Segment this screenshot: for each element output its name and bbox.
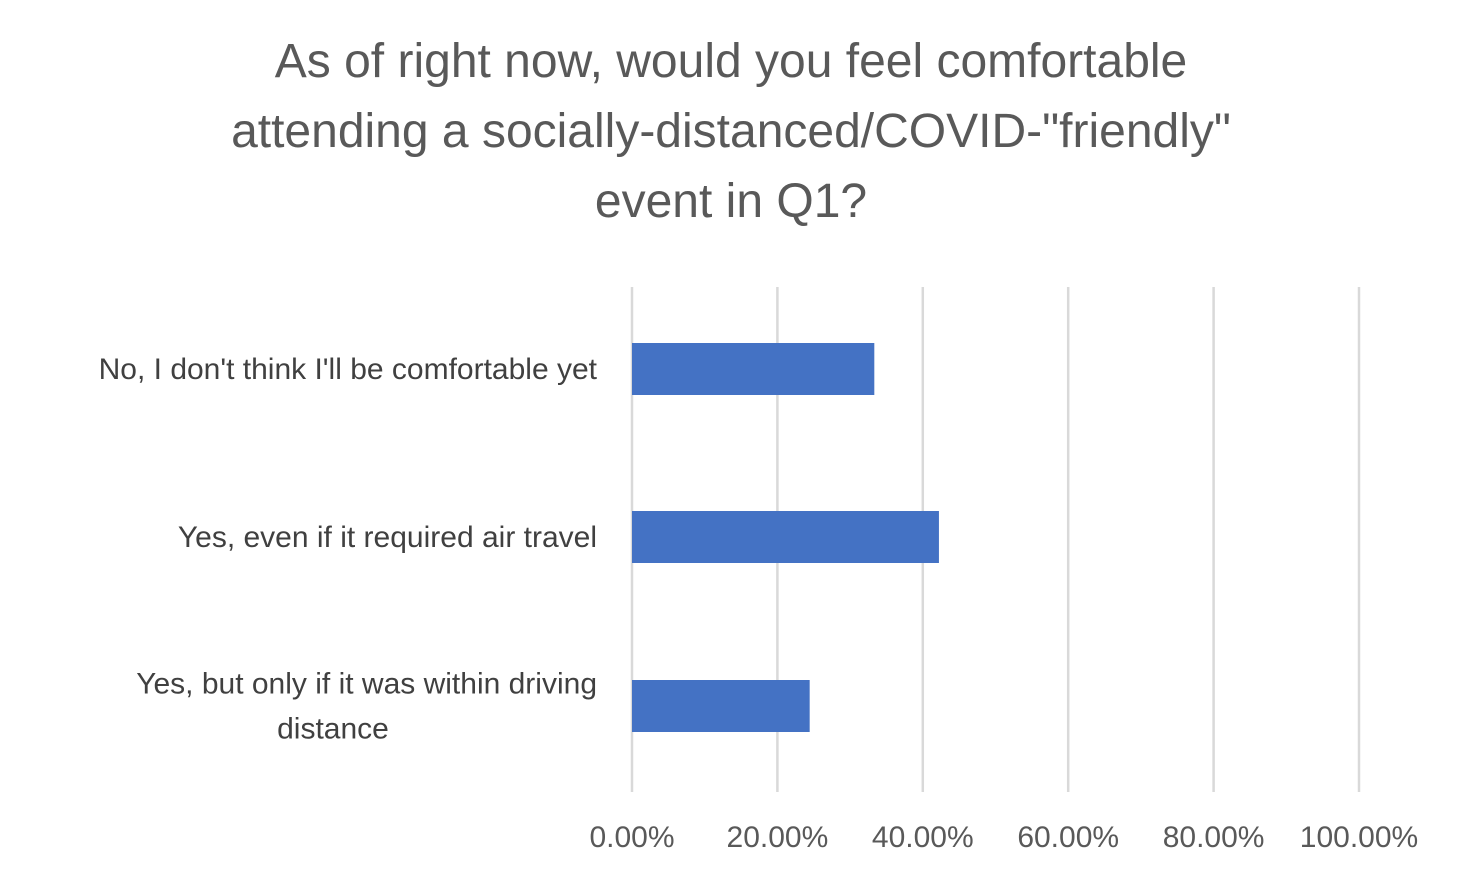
chart-title-line: As of right now, would you feel comforta… bbox=[275, 35, 1188, 88]
x-tick-label: 0.00% bbox=[589, 821, 674, 854]
x-tick-label: 100.00% bbox=[1300, 821, 1418, 854]
category-label: Yes, even if it required air travel bbox=[178, 521, 597, 554]
x-tick-label: 60.00% bbox=[1017, 821, 1119, 854]
bars bbox=[632, 343, 939, 732]
x-tick-label: 20.00% bbox=[727, 821, 829, 854]
x-tick-label: 80.00% bbox=[1163, 821, 1265, 854]
bar bbox=[632, 511, 939, 563]
bar bbox=[632, 343, 875, 395]
category-label: No, I don't think I'll be comfortable ye… bbox=[99, 353, 598, 386]
category-label: distance bbox=[277, 713, 389, 746]
chart-title-line: attending a socially-distanced/COVID-"fr… bbox=[231, 105, 1231, 158]
x-tick-label: 40.00% bbox=[872, 821, 974, 854]
bar bbox=[632, 680, 810, 732]
category-label: Yes, but only if it was within driving bbox=[136, 668, 597, 701]
chart-title: As of right now, would you feel comforta… bbox=[231, 35, 1231, 228]
category-axis-labels: No, I don't think I'll be comfortable ye… bbox=[99, 353, 598, 746]
value-axis-tick-labels: 0.00% 20.00% 40.00% 60.00% 80.00% 100.00% bbox=[589, 821, 1418, 854]
chart-title-line: event in Q1? bbox=[595, 175, 867, 228]
